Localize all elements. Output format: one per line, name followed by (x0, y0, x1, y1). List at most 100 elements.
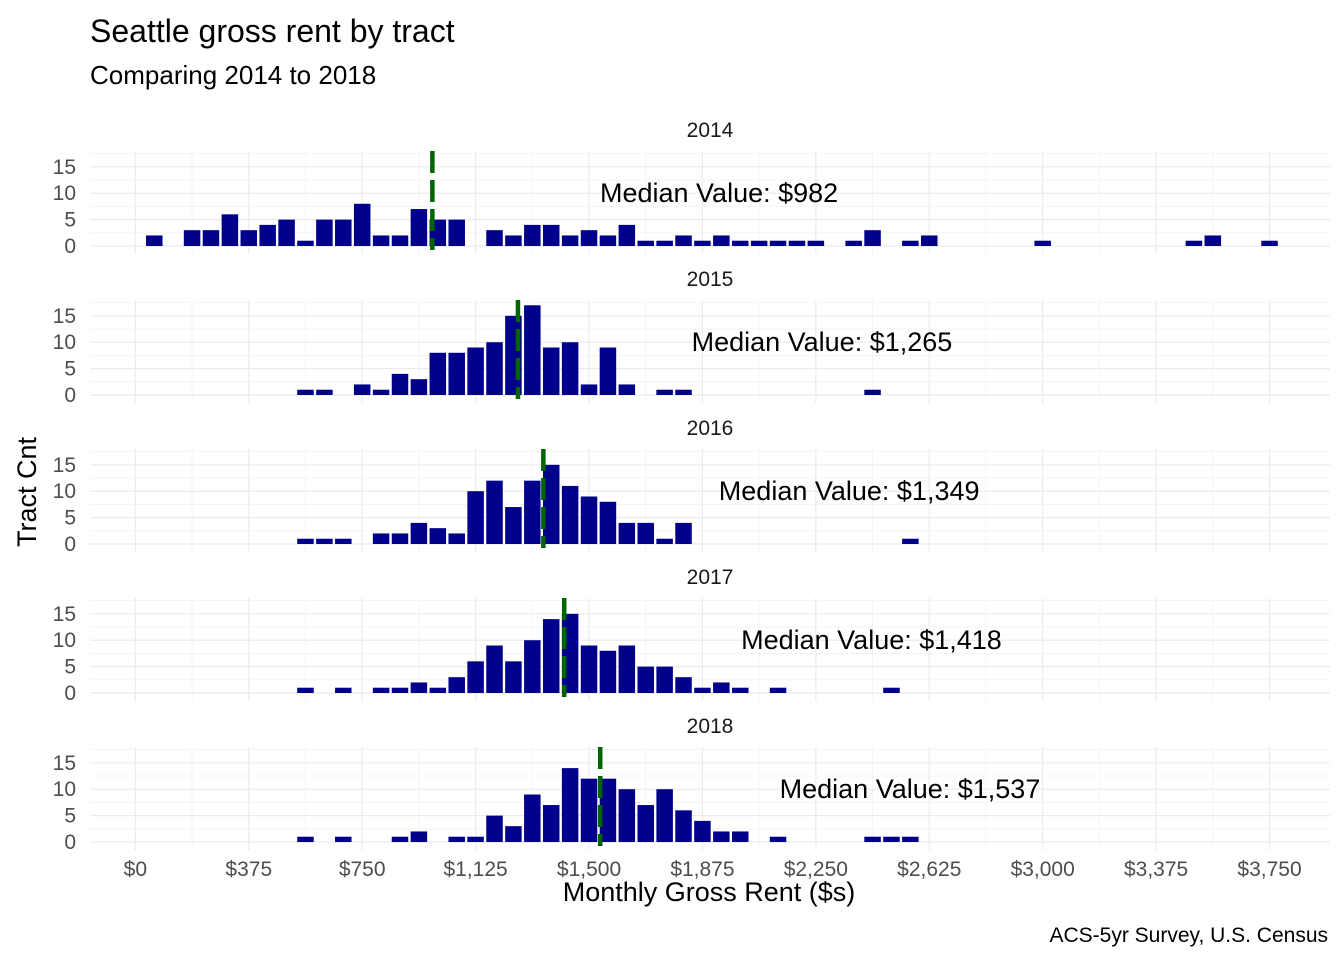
histogram-bar (467, 491, 484, 544)
y-tick-label: 5 (64, 209, 76, 232)
histogram-bar (864, 389, 881, 395)
histogram-bar (731, 831, 749, 842)
histogram-bar (297, 687, 314, 693)
facet-strip-label: 2018 (687, 715, 734, 738)
y-tick-label: 10 (53, 182, 76, 205)
histogram-bar (448, 219, 465, 246)
histogram-bar (372, 687, 390, 693)
histogram-bar (524, 224, 541, 246)
x-tick-label: $1,500 (557, 858, 621, 881)
median-label: Median Value: $1,349 (719, 476, 980, 506)
median-label: Median Value: $1,418 (741, 625, 1002, 655)
histogram-bar (372, 235, 390, 246)
x-tick-label: $2,250 (784, 858, 848, 881)
histogram-bar (883, 687, 900, 693)
histogram-bar (467, 661, 484, 693)
histogram-bar (807, 240, 825, 246)
y-tick-label: 0 (64, 384, 76, 407)
histogram-bar (1261, 240, 1278, 246)
histogram-bar (561, 768, 579, 842)
histogram-bar (146, 235, 163, 246)
histogram-bar (316, 538, 333, 544)
histogram-bar (618, 384, 636, 395)
histogram-bar (713, 682, 730, 693)
histogram-bar (448, 533, 465, 544)
y-tick-label: 15 (53, 454, 76, 477)
histogram-bar (542, 619, 560, 693)
histogram-bar (921, 235, 938, 246)
histogram-bar (316, 219, 333, 246)
histogram-bar (297, 538, 314, 544)
chart-subtitle: Comparing 2014 to 2018 (90, 60, 376, 90)
histogram-bar (448, 836, 465, 842)
median-label: Median Value: $1,537 (780, 774, 1041, 804)
x-tick-label: $3,750 (1237, 858, 1301, 881)
histogram-bar (524, 640, 541, 693)
histogram-bar (902, 836, 919, 842)
histogram-bar (580, 384, 598, 395)
histogram-bar (335, 836, 352, 842)
histogram-bar (524, 794, 541, 842)
histogram-bar (637, 522, 654, 544)
histogram-bar (372, 533, 390, 544)
histogram-bar (542, 464, 560, 544)
median-label: Median Value: $1,265 (692, 327, 953, 357)
histogram-bar (599, 235, 617, 246)
x-tick-label: $375 (225, 858, 272, 881)
histogram-bar (524, 305, 541, 395)
histogram-bar (486, 480, 503, 544)
histogram-bar (845, 240, 862, 246)
x-axis-title: Monthly Gross Rent ($s) (563, 877, 856, 907)
histogram-bar (580, 778, 598, 842)
histogram-bar (240, 230, 258, 246)
histogram-bar (599, 347, 617, 395)
histogram-bar (297, 836, 314, 842)
histogram-bar (864, 230, 881, 246)
histogram-bar (448, 677, 465, 693)
x-tick-label: $0 (124, 858, 147, 881)
facet-strip-label: 2017 (687, 566, 734, 589)
histogram-bar (353, 203, 371, 246)
histogram-bar (467, 836, 484, 842)
y-tick-label: 15 (53, 603, 76, 626)
histogram-bar (372, 389, 390, 395)
histogram-bar (713, 831, 730, 842)
histogram-bar (391, 687, 409, 693)
histogram-bar (788, 240, 806, 246)
histogram-bar (391, 836, 409, 842)
histogram-bar (883, 836, 900, 842)
histogram-bar (637, 805, 654, 842)
histogram-bar (864, 836, 881, 842)
y-tick-label: 10 (53, 480, 76, 503)
y-tick-label: 10 (53, 629, 76, 652)
histogram-bar (580, 230, 598, 246)
histogram-bar (410, 522, 428, 544)
facet-panel-2016: 0 5 10 15 2016 Median Value: $1,349 (53, 417, 1330, 556)
caption: ACS-5yr Survey, U.S. Census (1049, 924, 1328, 947)
histogram-bar (542, 805, 560, 842)
histogram-bar (259, 224, 276, 246)
histogram-bar (335, 219, 352, 246)
histogram-bar (486, 342, 503, 395)
histogram-bar (297, 389, 314, 395)
facet-panel-2018: 0 5 10 15 2018 Median Value: $1,537 (53, 715, 1330, 854)
histogram-bar (486, 230, 503, 246)
histogram-bar (656, 240, 673, 246)
histogram-bar (1204, 235, 1222, 246)
histogram-bar (561, 342, 579, 395)
histogram-bar (505, 507, 522, 544)
chart-title: Seattle gross rent by tract (90, 13, 455, 49)
x-tick-label: $3,375 (1124, 858, 1188, 881)
histogram-bar (278, 219, 295, 246)
histogram-bar (335, 687, 352, 693)
histogram-bar (656, 666, 673, 693)
histogram-bar (675, 810, 692, 842)
histogram-bar (410, 682, 428, 693)
histogram-bar (505, 661, 522, 693)
histogram-bar (694, 820, 711, 842)
histogram-bar (675, 522, 692, 544)
histogram-bar (505, 235, 522, 246)
y-tick-label: 10 (53, 778, 76, 801)
histogram-bar (221, 214, 239, 246)
